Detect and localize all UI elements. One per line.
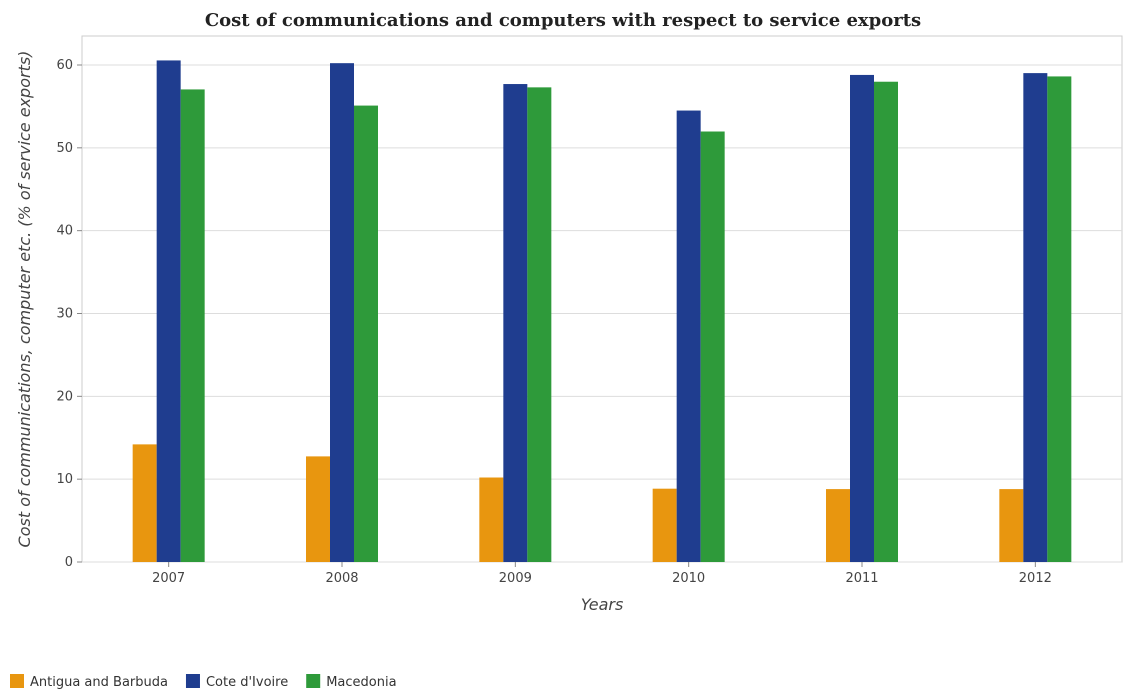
y-tick-label: 10 (56, 472, 73, 487)
x-tick-label: 2009 (499, 571, 532, 586)
chart-title: Cost of communications and computers wit… (205, 10, 921, 31)
plot-area (81, 35, 1123, 563)
bar-cote-d-ivoire-2008 (330, 63, 354, 562)
y-tick-label: 50 (56, 141, 73, 156)
bar-cote-d-ivoire-2011 (850, 74, 874, 562)
x-tick-label: 2008 (325, 571, 358, 586)
x-tick-label: 2010 (672, 571, 705, 586)
bar-antigua-and-barbuda-2007 (132, 444, 157, 562)
legend-label: Cote d'Ivoire (206, 675, 288, 690)
y-axis-ticks: 0 10 20 30 40 50 60 (56, 58, 82, 570)
x-tick-label: 2012 (1019, 571, 1052, 586)
y-tick-label: 40 (56, 224, 73, 239)
bar-macedonia-2010 (700, 131, 725, 562)
y-axis-title: Cost of communications, computer etc. (%… (15, 51, 34, 548)
bar-macedonia-2009 (527, 87, 552, 562)
bar-macedonia-2007 (180, 89, 205, 562)
bar-antigua-and-barbuda-2009 (479, 477, 504, 562)
bar-cote-d-ivoire-2012 (1023, 73, 1048, 562)
x-tick-label: 2011 (845, 571, 878, 586)
y-tick-label: 30 (56, 306, 73, 321)
bar-antigua-and-barbuda-2010 (652, 488, 677, 562)
y-tick-label: 60 (56, 58, 73, 73)
bar-antigua-and-barbuda-2012 (999, 489, 1024, 562)
bar-cote-d-ivoire-2007 (156, 60, 181, 563)
y-tick-label: 20 (56, 389, 73, 404)
legend-swatch (10, 674, 24, 688)
bar-macedonia-2011 (874, 81, 898, 562)
bar-antigua-and-barbuda-2008 (306, 456, 330, 562)
bar-macedonia-2012 (1047, 76, 1072, 562)
x-axis-title: Years (581, 595, 624, 614)
legend-label: Antigua and Barbuda (30, 675, 168, 690)
gridlines (82, 64, 1122, 563)
bar-antigua-and-barbuda-2011 (826, 489, 850, 562)
x-axis-ticks: 2007 2008 2009 2010 2011 2012 (152, 562, 1052, 586)
bar-cote-d-ivoire-2009 (503, 84, 528, 562)
legend-label: Macedonia (326, 675, 396, 690)
legend-swatch (185, 674, 200, 688)
legend-swatch (306, 674, 321, 688)
bar-macedonia-2008 (354, 105, 378, 562)
legend: Antigua and Barbuda Cote d'Ivoire Macedoni… (10, 674, 397, 690)
x-tick-label: 2007 (152, 571, 185, 586)
y-tick-label: 0 (65, 555, 73, 570)
bar-cote-d-ivoire-2010 (676, 110, 701, 562)
bars (132, 60, 1072, 563)
